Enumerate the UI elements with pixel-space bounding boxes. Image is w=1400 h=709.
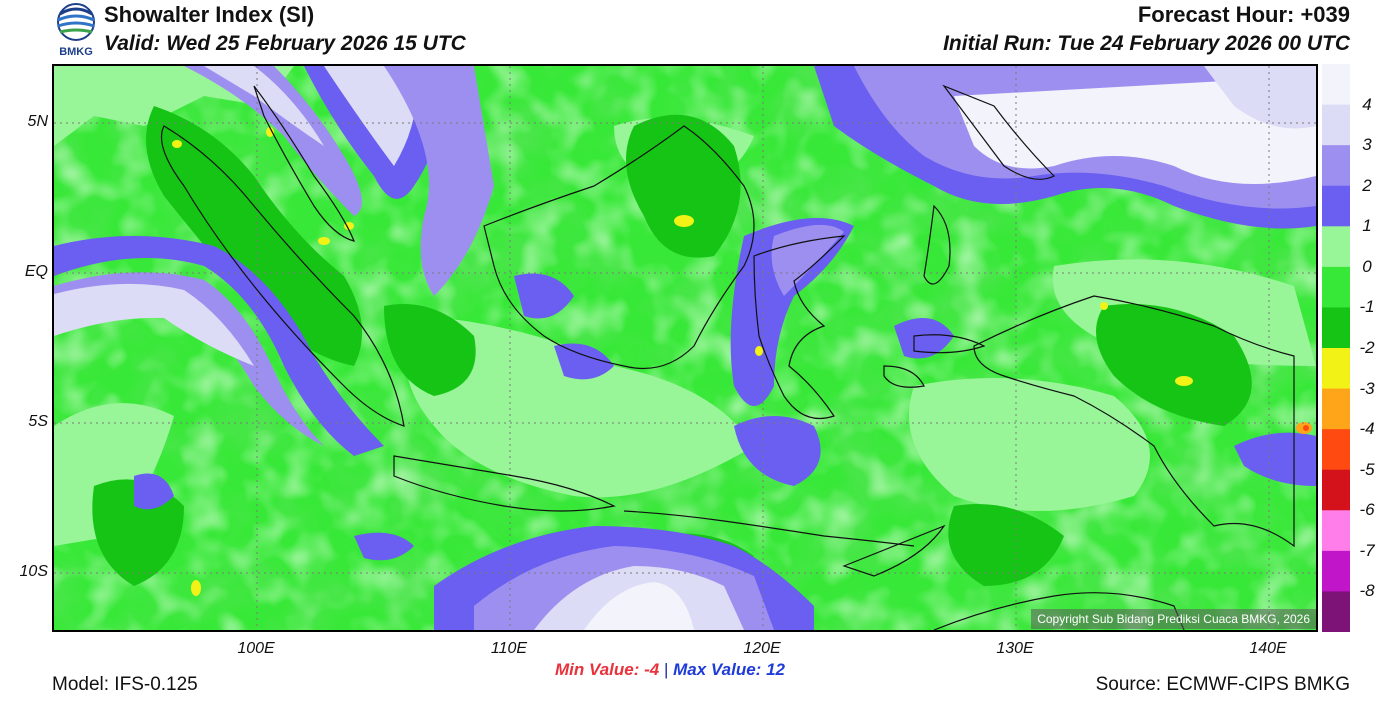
coastlines (160, 84, 1295, 630)
legend-swatch (1322, 469, 1350, 511)
showalter-index-map[interactable] (52, 64, 1318, 632)
max-label: Max Value: (673, 660, 762, 679)
legend-label: -3 (1359, 378, 1375, 398)
lon-label-110e: 110E (490, 640, 528, 657)
legend-swatch (1322, 145, 1350, 187)
lon-label-130e: 130E (996, 640, 1034, 657)
map-title: Showalter Index (SI) (104, 2, 315, 27)
bmkg-logo (50, 0, 102, 60)
min-value: -4 (644, 660, 660, 679)
copyright-note: Copyright Sub Bidang Prediksi Cuaca BMKG… (1031, 609, 1316, 629)
grid-lines (54, 66, 1316, 630)
map-canvas (54, 66, 1316, 630)
legend-label: 3 (1362, 135, 1372, 155)
initial-run: Initial Run: Tue 24 February 2026 00 UTC (943, 32, 1350, 55)
max-value: 12 (766, 660, 785, 679)
legend-swatch (1322, 510, 1350, 552)
legend-swatch (1322, 388, 1350, 430)
legend-colorbar (1322, 64, 1350, 632)
lat-label-10s: 10S (19, 563, 48, 580)
legend-label: -1 (1359, 297, 1375, 317)
legend-label: 4 (1362, 94, 1372, 114)
lon-label-120e: 120E (743, 640, 781, 657)
bmkg-logo-text: BMKG (59, 46, 93, 58)
data-source: Source: ECMWF-CIPS BMKG (1095, 674, 1350, 695)
bmkg-logo-icon (57, 3, 95, 41)
legend-label: -6 (1359, 500, 1375, 520)
lat-label-5s: 5S (28, 413, 48, 430)
lat-label-eq: EQ (24, 263, 48, 280)
min-max-separator: | (663, 660, 669, 679)
legend-label: -2 (1359, 338, 1375, 357)
legend-label: 2 (1362, 175, 1372, 195)
legend-swatch (1322, 226, 1350, 268)
legend-label: 0 (1362, 256, 1372, 276)
stable-bands (54, 66, 1316, 630)
legend-label: -7 (1359, 540, 1375, 560)
unstable-spots (172, 127, 1312, 596)
min-label: Min Value: (555, 660, 640, 679)
lon-label-140e: 140E (1249, 640, 1287, 657)
model-name: Model: IFS-0.125 (52, 674, 198, 695)
legend-label: -8 (1359, 581, 1375, 601)
legend-swatch (1322, 104, 1350, 146)
min-max-values: Min Value: -4 | Max Value: 12 (0, 660, 1370, 680)
legend-swatch (1322, 550, 1350, 592)
legend-swatch (1322, 429, 1350, 471)
legend-swatch (1322, 348, 1350, 390)
valid-time: Valid: Wed 25 February 2026 15 UTC (104, 32, 466, 55)
legend-swatch (1322, 591, 1350, 632)
forecast-hour: Forecast Hour: +039 (1137, 2, 1350, 27)
legend-label: 1 (1362, 216, 1372, 236)
legend-label: -4 (1359, 419, 1375, 439)
lon-label-100e: 100E (237, 640, 275, 657)
legend-label: -5 (1359, 459, 1375, 479)
dark-green-regions (92, 106, 1252, 588)
legend-swatch (1322, 64, 1350, 106)
legend-swatch (1322, 185, 1350, 227)
lat-label-5n: 5N (27, 113, 48, 130)
legend-swatch (1322, 266, 1350, 308)
legend-swatch (1322, 307, 1350, 349)
